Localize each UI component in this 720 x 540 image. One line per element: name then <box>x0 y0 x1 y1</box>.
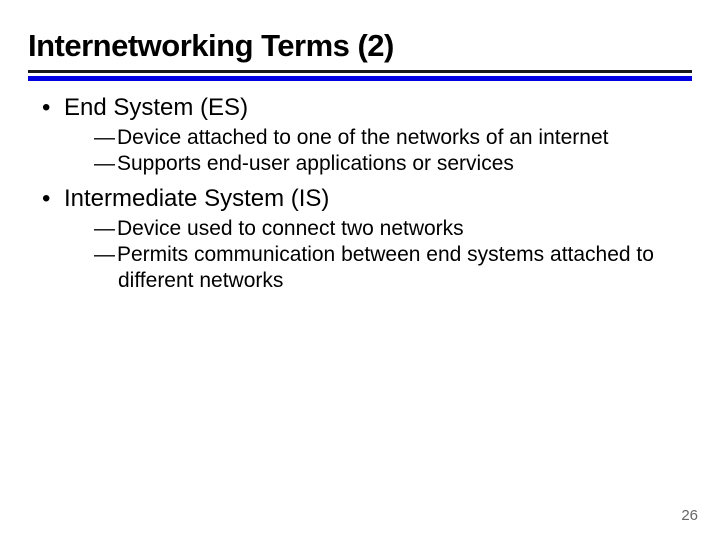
subbullet-text: Permits communication between end system… <box>117 243 654 292</box>
subbullet-item: Device attached to one of the networks o… <box>94 125 692 151</box>
subbullet-item: Permits communication between end system… <box>94 242 692 295</box>
bullet-list-level2: Device attached to one of the networks o… <box>64 125 692 178</box>
bullet-item: End System (ES) Device attached to one o… <box>64 93 692 178</box>
slide-title: Internetworking Terms (2) <box>28 28 692 64</box>
slide: Internetworking Terms (2) End System (ES… <box>0 0 720 540</box>
title-rule-blue <box>28 76 692 81</box>
bullet-list-level2: Device used to connect two networks Perm… <box>64 216 692 295</box>
subbullet-text: Supports end-user applications or servic… <box>117 152 514 175</box>
subbullet-text: Device attached to one of the networks o… <box>117 126 608 149</box>
bullet-list-level1: End System (ES) Device attached to one o… <box>28 93 692 294</box>
bullet-item: Intermediate System (IS) Device used to … <box>64 184 692 295</box>
subbullet-item: Supports end-user applications or servic… <box>94 151 692 177</box>
subbullet-item: Device used to connect two networks <box>94 216 692 242</box>
bullet-label: Intermediate System (IS) <box>64 185 329 212</box>
page-number: 26 <box>681 507 698 524</box>
slide-body: End System (ES) Device attached to one o… <box>28 93 692 294</box>
title-rule-dark <box>28 70 692 73</box>
bullet-label: End System (ES) <box>64 94 248 121</box>
subbullet-text: Device used to connect two networks <box>117 217 464 240</box>
